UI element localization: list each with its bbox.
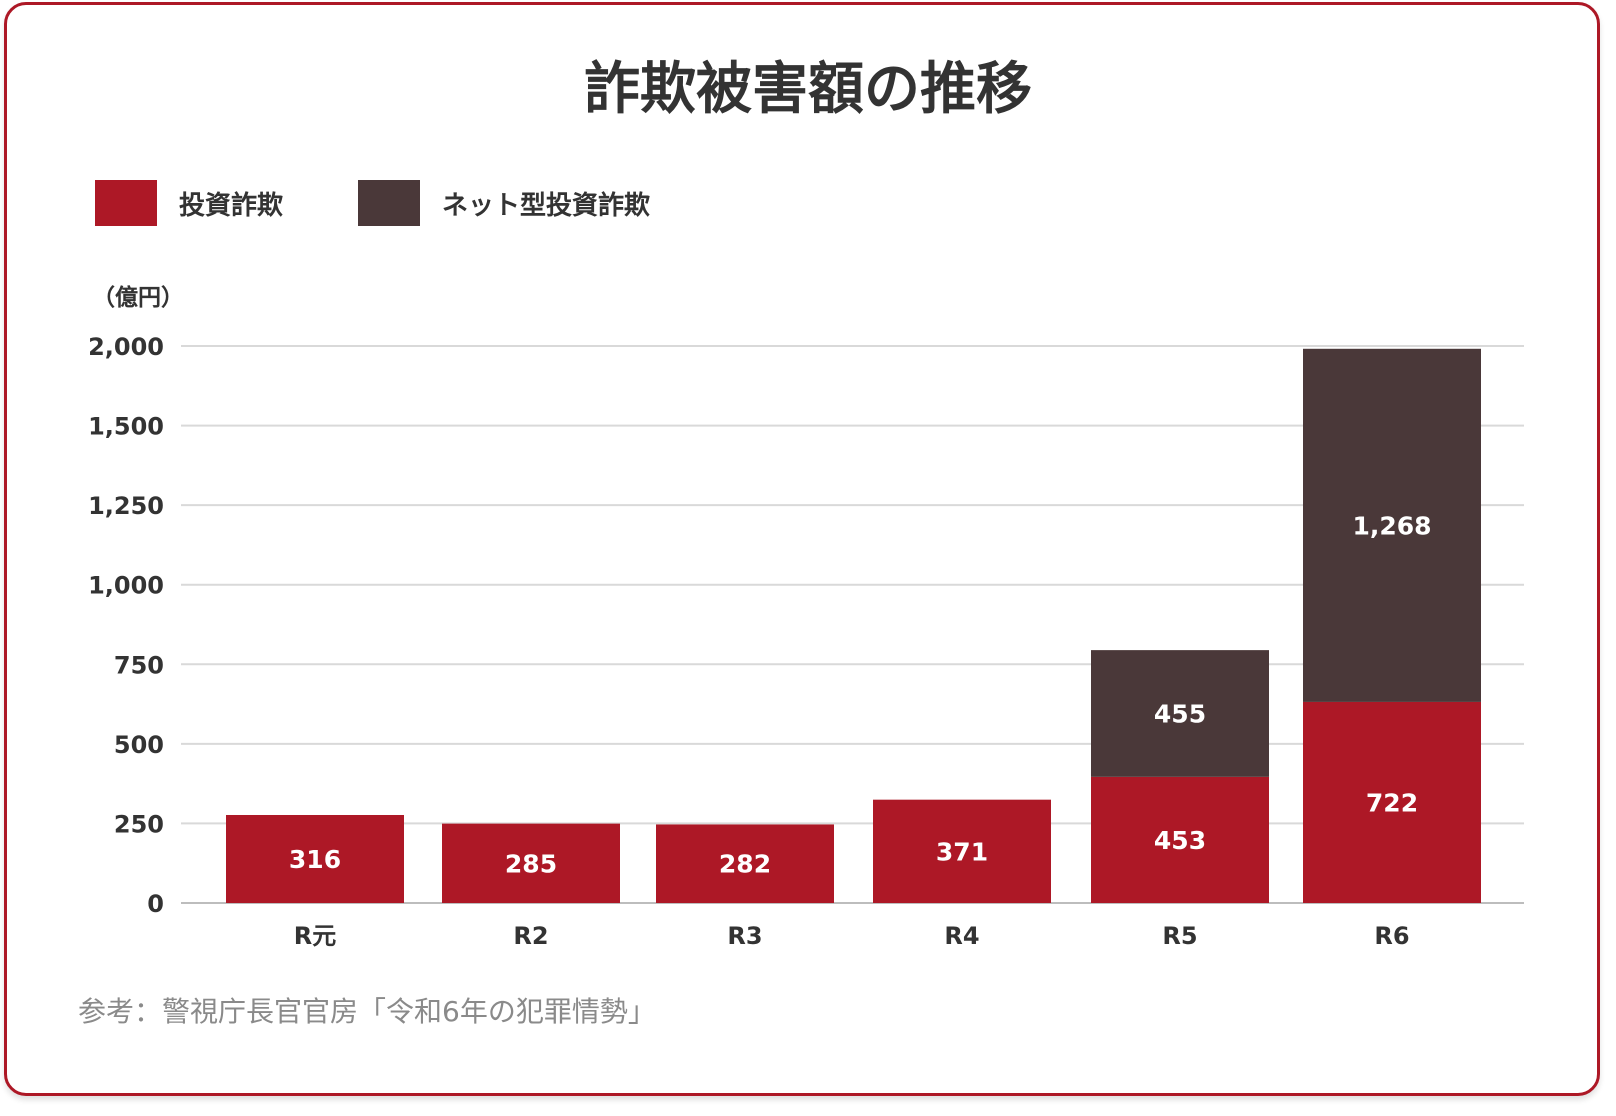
source-note: 参考：警視庁長官官房「令和6年の犯罪情勢」 [78, 995, 656, 1028]
legend-label-investment-fraud: 投資詐欺 [179, 190, 284, 221]
data-label: 371 [936, 837, 988, 866]
x-tick-label: R5 [1162, 922, 1197, 950]
y-tick-label: 1,000 [88, 572, 164, 600]
bar-online-investment-fraud [1303, 348, 1481, 702]
data-label: 285 [505, 849, 557, 878]
y-tick-label: 750 [114, 651, 164, 679]
x-tick-label: R2 [513, 922, 548, 950]
bar-online-investment-fraud [1091, 650, 1269, 777]
legend-item-investment-fraud: 投資詐欺 [95, 180, 283, 226]
data-label: 453 [1154, 826, 1206, 855]
gridlines [181, 345, 1524, 904]
y-tick-label: 2,000 [88, 333, 164, 361]
legend-swatch-online-investment-fraud [358, 180, 420, 226]
y-axis-unit-label: （億円） [92, 285, 184, 311]
legend-item-online-investment-fraud: ネット型投資詐欺 [358, 180, 650, 226]
y-tick-label: 500 [114, 731, 164, 759]
y-tick-label: 250 [114, 810, 164, 838]
chart-title: 詐欺被害額の推移 [584, 57, 1032, 122]
x-tick-label: R元 [294, 922, 336, 950]
x-tick-label: R6 [1374, 922, 1409, 950]
bars [226, 348, 1481, 903]
x-tick-label: R3 [727, 922, 762, 950]
bar-investment-fraud [1091, 776, 1269, 903]
legend-swatch-investment-fraud [95, 180, 157, 226]
bar-investment-fraud [873, 799, 1051, 903]
bar-investment-fraud [226, 814, 404, 903]
x-tick-label: R4 [944, 922, 979, 950]
data-label: 282 [719, 850, 771, 879]
y-tick-label: 1,250 [88, 492, 164, 520]
labels: 0 250 500 750 1,000 1,250 1,500 2,000 316 R元 285 R2… [88, 333, 1431, 950]
data-label: 722 [1366, 788, 1418, 817]
data-label: 1,268 [1352, 511, 1431, 540]
bar-investment-fraud [656, 824, 834, 903]
data-label: 455 [1154, 699, 1206, 728]
data-label: 316 [289, 845, 341, 874]
bar-investment-fraud [442, 823, 620, 903]
bar-investment-fraud [1303, 701, 1481, 903]
legend-label-online-investment-fraud: ネット型投資詐欺 [442, 190, 651, 221]
y-tick-label: 1,500 [88, 413, 164, 441]
y-tick-label: 0 [147, 890, 164, 918]
